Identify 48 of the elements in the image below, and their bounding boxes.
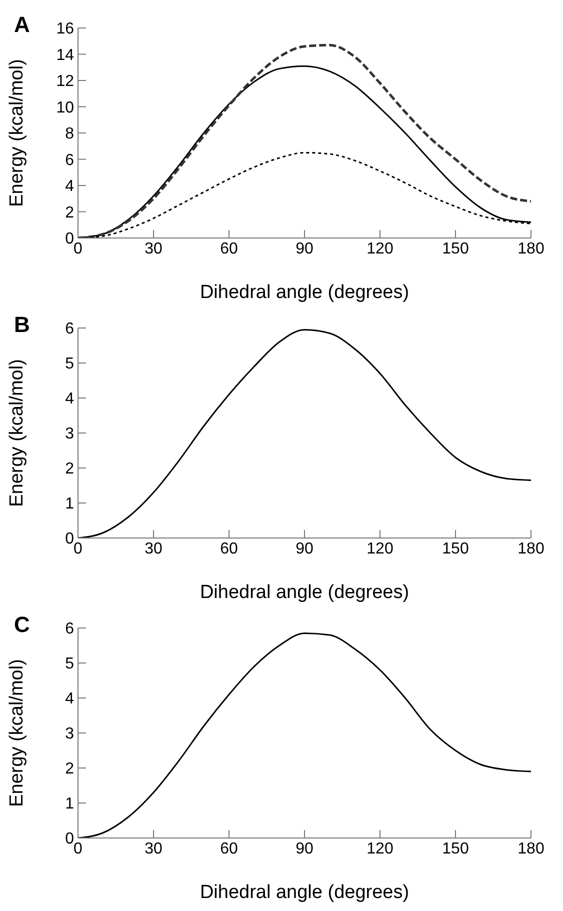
y-tick-label: 4 bbox=[65, 390, 74, 408]
x-axis-title: Dihedral angle (degrees) bbox=[200, 582, 410, 603]
x-tick-label: 60 bbox=[220, 540, 238, 558]
x-axis-title: Dihedral angle (degrees) bbox=[200, 282, 410, 303]
y-tick-label: 16 bbox=[56, 20, 74, 38]
y-tick-label: 6 bbox=[65, 152, 74, 169]
y-tick-label: 3 bbox=[65, 726, 74, 743]
x-tick-label: 60 bbox=[220, 240, 238, 258]
x-tick-label: 30 bbox=[144, 540, 162, 558]
chart-title: A bbox=[14, 12, 30, 38]
y-tick-label: 12 bbox=[56, 73, 74, 90]
y-tick-label: 2 bbox=[65, 204, 74, 222]
y-tick-label: 5 bbox=[65, 356, 74, 373]
y-tick-label: 4 bbox=[65, 690, 74, 708]
x-tick-label: 120 bbox=[366, 240, 394, 258]
y-tick-label: 2 bbox=[65, 760, 74, 778]
x-tick-label: 60 bbox=[220, 840, 238, 858]
chart-title: B bbox=[14, 312, 30, 338]
x-tick-label: 150 bbox=[442, 840, 469, 858]
x-tick-label: 120 bbox=[366, 840, 394, 858]
line-series bbox=[78, 329, 531, 538]
x-tick-label: 120 bbox=[366, 540, 394, 558]
x-tick-label: 150 bbox=[442, 540, 469, 558]
y-tick-label: 1 bbox=[65, 796, 74, 813]
y-axis-title: Energy (kcal/mol) bbox=[6, 659, 28, 807]
x-tick-label: 90 bbox=[296, 840, 314, 858]
y-tick-label: 3 bbox=[65, 426, 74, 443]
y-tick-label: 14 bbox=[56, 46, 74, 64]
y-tick-label: 8 bbox=[65, 126, 74, 143]
y-axis-title: Energy (kcal/mol) bbox=[6, 359, 28, 507]
y-tick-label: 4 bbox=[65, 178, 74, 196]
x-tick-label: 180 bbox=[518, 540, 544, 558]
y-tick-label: 2 bbox=[65, 460, 74, 478]
x-tick-label: 180 bbox=[518, 240, 544, 258]
y-tick-label: 6 bbox=[65, 320, 74, 338]
y-tick-label: 6 bbox=[65, 620, 74, 638]
x-tick-label: 150 bbox=[442, 240, 469, 258]
y-tick-label: 10 bbox=[56, 99, 74, 116]
chart-title: C bbox=[14, 612, 30, 638]
x-tick-label: 90 bbox=[296, 240, 314, 258]
y-tick-label: 1 bbox=[65, 496, 74, 513]
x-tick-label: 180 bbox=[518, 840, 544, 858]
x-tick-label: 30 bbox=[144, 240, 162, 258]
y-axis-title: Energy (kcal/mol) bbox=[6, 59, 28, 207]
x-axis-title: Dihedral angle (degrees) bbox=[200, 882, 410, 903]
y-tick-label: 5 bbox=[65, 656, 74, 673]
x-tick-label: 30 bbox=[144, 840, 162, 858]
x-tick-label: 90 bbox=[296, 540, 314, 558]
